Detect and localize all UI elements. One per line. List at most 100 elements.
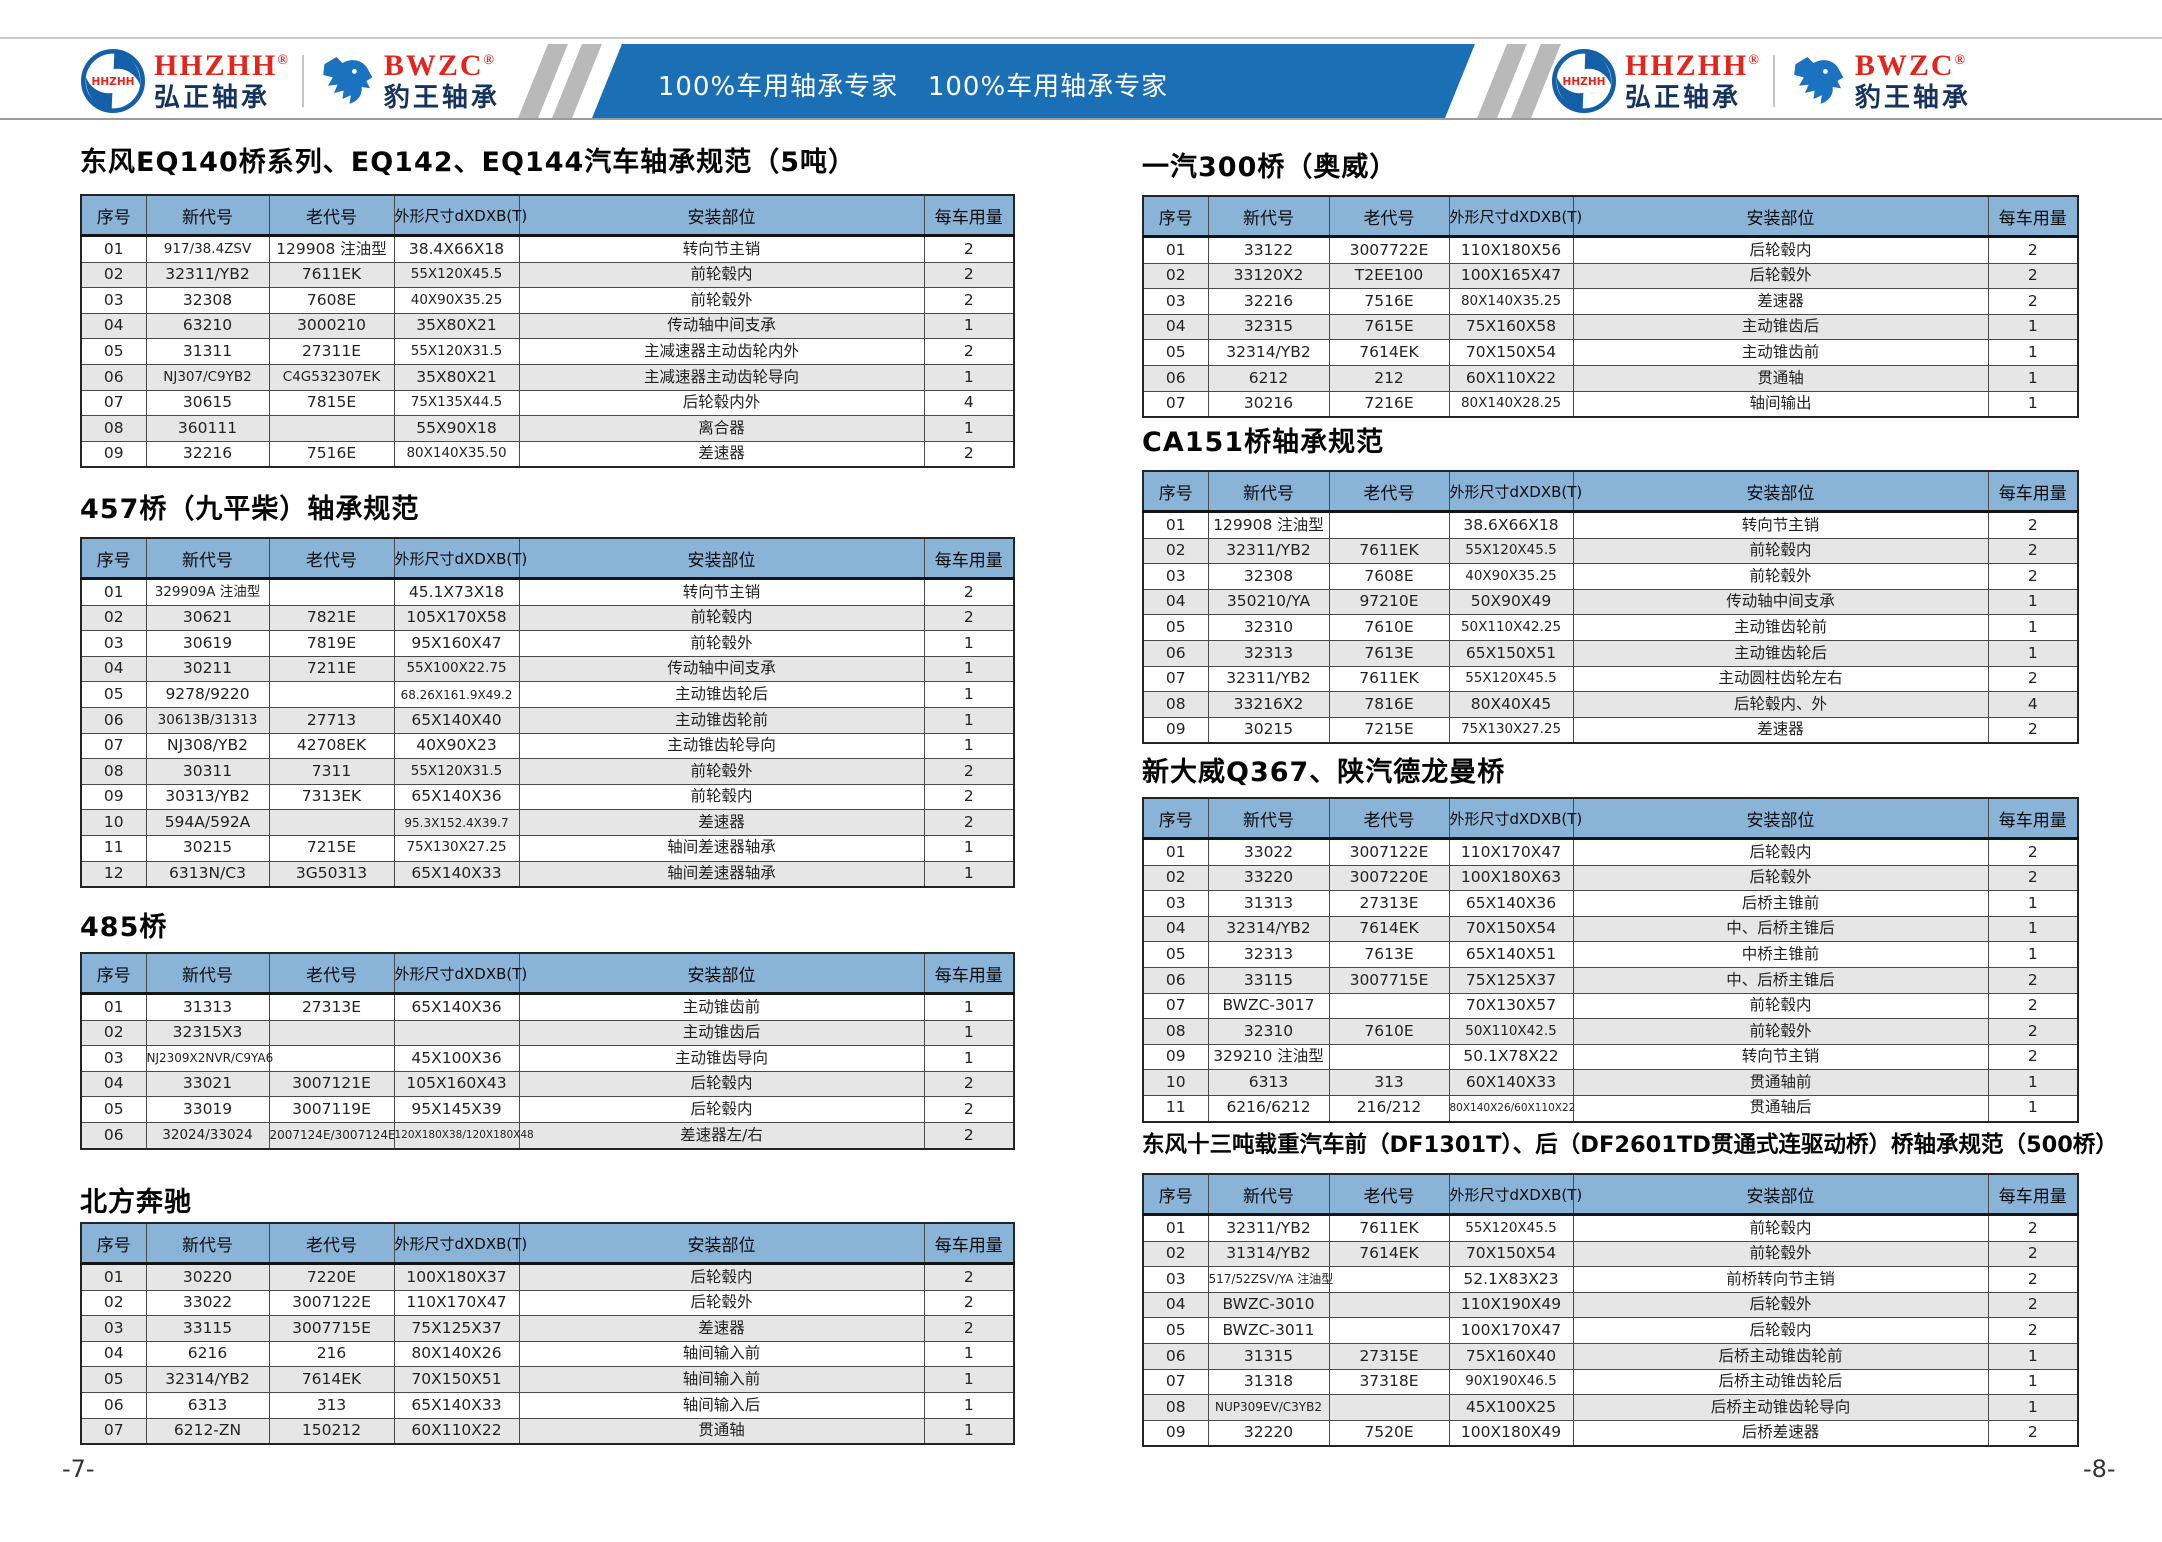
cell: 95X160X47 xyxy=(393,630,520,657)
cell: 30216 xyxy=(1207,390,1330,418)
cell: 55X100X22.75 xyxy=(393,655,520,683)
table-row: 03 33115 3007715E 75X125X37 差速器 2 xyxy=(80,1315,1015,1342)
cell: 129908 注油型 xyxy=(268,235,395,263)
cell: 33115 xyxy=(145,1315,270,1342)
cell: 3007122E xyxy=(268,1289,395,1317)
table-row: 08 33216X2 7816E 80X40X45 后轮毂内、外 4 xyxy=(1142,691,2079,718)
table-title: 北方奔驰 xyxy=(80,1187,192,1218)
cell: 95X145X39 xyxy=(393,1096,520,1123)
cell: 216 xyxy=(268,1340,395,1368)
cell: 后桥主动锥齿轮前 xyxy=(1572,1342,1989,1370)
cell: 11 xyxy=(1142,1094,1209,1123)
cell: 后轮毂内、外 xyxy=(1572,691,1989,718)
cell: 2 xyxy=(1987,262,2079,290)
cell: 7520E xyxy=(1328,1419,1450,1447)
cell: 1 xyxy=(1987,1394,2079,1421)
brand-divider xyxy=(1772,55,1775,107)
cell: 主动锥齿前 xyxy=(1572,339,1989,366)
cell: 35X80X21 xyxy=(393,363,520,391)
cell: 7614EK xyxy=(1328,915,1450,943)
cell: NJ307/C9YB2 xyxy=(145,363,270,391)
cell: 1 xyxy=(923,681,1015,708)
column-header: 老代号 xyxy=(1328,470,1450,513)
svg-text:HHZHH: HHZHH xyxy=(1563,76,1606,88)
cell: 转向节主销 xyxy=(1572,1043,1989,1071)
cell: 2 xyxy=(1987,1317,2079,1344)
table-header-row: 序号 新代号 老代号 外形尺寸dXDXB(T) 安装部位 每车用量 xyxy=(1142,797,2079,840)
table-row: 08 360111 55X90X18 离合器 1 xyxy=(80,415,1015,442)
column-header: 每车用量 xyxy=(1987,797,2079,840)
cell: 2 xyxy=(1987,1266,2079,1293)
table-row: 06 6313 313 65X140X33 轴间输入后 1 xyxy=(80,1391,1015,1419)
cell: 30311 xyxy=(145,758,270,785)
cell: 27313E xyxy=(268,993,395,1021)
cell: 1 xyxy=(923,706,1015,734)
table-row: 07 30615 7815E 75X135X44.5 后轮毂内外 4 xyxy=(80,389,1015,417)
cell: 31313 xyxy=(1207,890,1330,917)
cell: 03 xyxy=(1142,1266,1209,1293)
cell: 02 xyxy=(80,1019,147,1047)
cell: 1 xyxy=(1987,890,2079,917)
cell: 212 xyxy=(1328,364,1450,392)
cell: 60X140X33 xyxy=(1448,1069,1574,1096)
column-header: 安装部位 xyxy=(518,1222,925,1265)
column-header: 安装部位 xyxy=(518,952,925,995)
cell: 3007722E xyxy=(1328,236,1450,264)
cell: 后轮毂内 xyxy=(1572,838,1989,866)
cell: 01 xyxy=(80,578,147,606)
cell: 前轮毂内 xyxy=(518,783,925,811)
column-header: 外形尺寸dXDXB(T) xyxy=(393,952,527,995)
cell: 03 xyxy=(80,1315,147,1342)
cell: 09 xyxy=(80,783,147,811)
cell: 后轮毂外 xyxy=(1572,864,1989,892)
cell: 75X125X37 xyxy=(393,1315,520,1342)
cell: 2 xyxy=(1987,1240,2079,1268)
cell: 3007220E xyxy=(1328,864,1450,892)
page-number: -7- xyxy=(62,1455,95,1483)
cell: 1 xyxy=(1987,639,2079,667)
cell: 10 xyxy=(80,809,147,836)
cell xyxy=(1328,1291,1450,1319)
cell: 75X130X27.25 xyxy=(1448,716,1574,744)
cell: 7611EK xyxy=(1328,1214,1450,1242)
cell: 32310 xyxy=(1207,1018,1330,1045)
cell: 01 xyxy=(1142,838,1209,866)
table-row: 09 32216 7516E 80X140X35.50 差速器 2 xyxy=(80,440,1015,468)
cell: 9278/9220 xyxy=(145,681,270,708)
cell: 27311E xyxy=(268,338,395,365)
column-header: 外形尺寸dXDXB(T) xyxy=(1448,470,1582,513)
column-header: 安装部位 xyxy=(1572,1173,1989,1216)
cell: 110X170X47 xyxy=(393,1289,520,1317)
cell: 后轮毂内 xyxy=(1572,1317,1989,1344)
cell: 2 xyxy=(923,783,1015,811)
cell: 差速器 xyxy=(1572,716,1989,744)
table-row: 03 30619 7819E 95X160X47 前轮毂外 1 xyxy=(80,630,1015,657)
cell: 轴间输入前 xyxy=(518,1366,925,1393)
column-header: 老代号 xyxy=(268,952,395,995)
cell: 360111 xyxy=(145,415,270,442)
cell: 主动锥齿前 xyxy=(518,993,925,1021)
cell: 2 xyxy=(1987,1214,2079,1242)
spec-table: 序号 新代号 老代号 外形尺寸dXDXB(T) 安装部位 每车用量 01 33022 30071… xyxy=(1142,797,2079,1123)
cell: 轴间差速器轴承 xyxy=(518,834,925,862)
cell: 07 xyxy=(1142,992,1209,1020)
table-row: 04 6216 216 80X140X26 轴间输入前 1 xyxy=(80,1340,1015,1368)
cell: 32216 xyxy=(145,440,270,468)
cell: 前轮毂内 xyxy=(1572,1214,1989,1242)
table-row: 07 NJ308/YB2 42708EK 40X90X23 主动锥齿轮导向 1 xyxy=(80,732,1015,760)
cell: 后桥主动锥齿轮后 xyxy=(1572,1368,1989,1396)
cell: 转向节主销 xyxy=(518,235,925,263)
bwzc-cn-name: 豹王轴承 xyxy=(1854,83,1971,113)
table-row: 04 33021 3007121E 105X160X43 后轮毂内 2 xyxy=(80,1070,1015,1098)
cell: 80X140X35.25 xyxy=(1448,288,1574,315)
cell: NJ308/YB2 xyxy=(145,732,270,760)
table-row: 02 33022 3007122E 110X170X47 后轮毂外 2 xyxy=(80,1289,1015,1317)
cell: 2 xyxy=(1987,537,2079,565)
cell: 主减速器主动齿轮导向 xyxy=(518,363,925,391)
spec-table: 序号 新代号 老代号 外形尺寸dXDXB(T) 安装部位 每车用量 01 329909A 注油… xyxy=(80,537,1015,889)
cell: 70X150X54 xyxy=(1448,915,1574,943)
cell: 1 xyxy=(923,860,1015,888)
cell: 2 xyxy=(923,261,1015,289)
column-header: 外形尺寸dXDXB(T) xyxy=(393,1222,527,1265)
cell: 7211E xyxy=(268,655,395,683)
